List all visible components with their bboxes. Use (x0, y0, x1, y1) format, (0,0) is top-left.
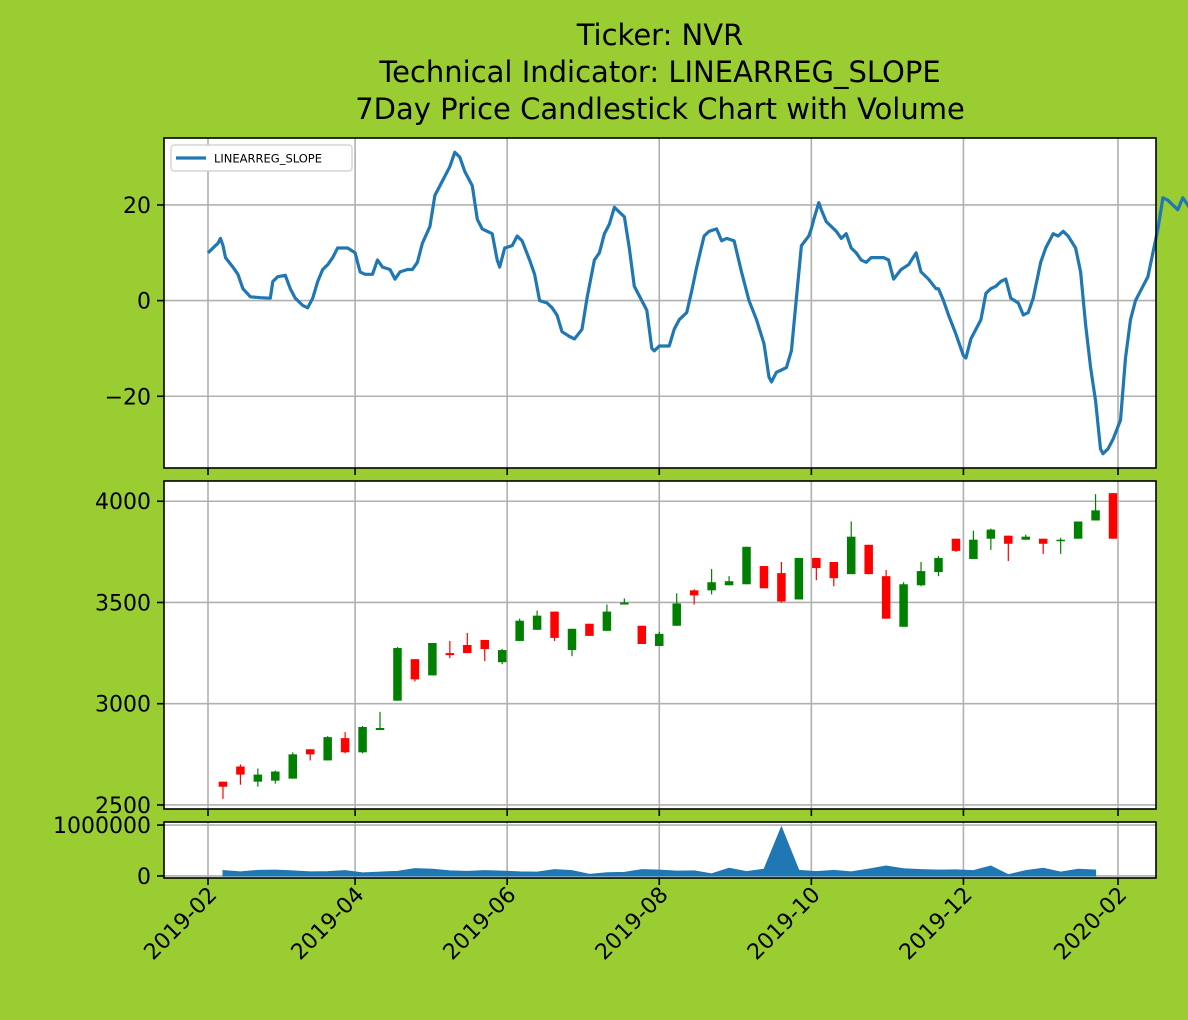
candle-4 (289, 752, 298, 778)
candle-body (376, 728, 385, 730)
candle-body (1091, 510, 1100, 520)
price-ytick-label-2: 3000 (95, 693, 151, 718)
candle-body (323, 737, 332, 760)
price-panel: 4000 3500 3000 2500 (95, 481, 1156, 819)
candle-body (603, 612, 612, 631)
candle-24 (638, 626, 647, 644)
candle-10 (393, 647, 402, 701)
candle-body (760, 566, 769, 588)
candle-body (1004, 536, 1013, 544)
indicator-panel: 20 0 −20 LINEARREG_SLOPE (105, 138, 1188, 475)
candle-body (533, 616, 542, 630)
candle-31 (760, 566, 769, 588)
candle-body (1022, 537, 1031, 540)
candle-body (934, 558, 943, 572)
candle-38 (882, 570, 891, 619)
candle-body (358, 727, 367, 752)
candle-6 (323, 736, 332, 760)
candle-body (795, 558, 804, 600)
price-ytick-label-0: 4000 (95, 490, 151, 515)
candle-17 (515, 619, 524, 641)
candle-19 (550, 612, 559, 641)
volume-ytick-label-1: 0 (137, 865, 151, 890)
candle-body (655, 634, 664, 646)
candle-8 (358, 726, 367, 753)
candle-body (306, 749, 315, 754)
candle-body (289, 754, 298, 778)
candle-body (550, 612, 559, 638)
candle-body (987, 530, 996, 539)
candle-33 (795, 558, 804, 600)
candle-body (498, 650, 507, 662)
title-line-1: Ticker: NVR (576, 18, 744, 52)
volume-panel: 1000000 0 (53, 814, 1156, 890)
candle-body (620, 602, 629, 604)
candle-21 (585, 624, 594, 636)
candle-body (899, 584, 908, 627)
candle-body (952, 539, 961, 551)
candle-body (393, 648, 402, 701)
candle-16 (498, 649, 507, 664)
candle-11 (411, 659, 420, 681)
indicator-ytick-label-1: 0 (137, 290, 151, 315)
candle-body (585, 624, 594, 636)
candle-body (271, 772, 280, 781)
candle-body (463, 645, 472, 653)
candle-body (847, 537, 856, 574)
candle-25 (655, 632, 664, 646)
legend: LINEARREG_SLOPE (171, 145, 352, 171)
candle-body (446, 653, 455, 655)
candle-body (236, 766, 245, 774)
candle-body (812, 558, 821, 568)
title-line-2: Technical Indicator: LINEARREG_SLOPE (378, 55, 940, 89)
candle-body (707, 582, 716, 590)
candle-body (254, 775, 263, 782)
candle-body (969, 540, 978, 559)
indicator-ytick-label-0: 20 (123, 194, 151, 219)
candle-body (725, 581, 734, 585)
candle-body (480, 640, 489, 649)
title-line-3: 7Day Price Candlestick Chart with Volume (355, 92, 965, 126)
candle-body (1074, 521, 1083, 538)
candle-body (672, 603, 681, 625)
candle-body (428, 643, 437, 675)
candle-body (638, 626, 647, 644)
candle-body (742, 547, 751, 584)
candle-body (864, 545, 873, 574)
candle-body (411, 659, 420, 679)
candle-body (1056, 540, 1065, 542)
candle-body (219, 782, 228, 787)
candle-body (1039, 539, 1048, 544)
indicator-ytick-label-2: −20 (105, 385, 151, 410)
candle-body (568, 629, 577, 650)
price-ytick-label-1: 3500 (95, 591, 151, 616)
candle-42 (952, 539, 961, 552)
candle-30 (742, 547, 751, 584)
candle-body (917, 571, 926, 585)
candle-body (1109, 493, 1118, 539)
candle-49 (1074, 521, 1083, 538)
volume-ytick-label-0: 1000000 (53, 814, 151, 839)
candle-body (515, 621, 524, 641)
legend-label: LINEARREG_SLOPE (214, 152, 322, 166)
candle-37 (864, 545, 873, 574)
candle-body (882, 576, 891, 619)
candle-39 (899, 582, 908, 627)
candle-body (341, 738, 350, 752)
candle-12 (428, 643, 437, 675)
candle-body (777, 573, 786, 601)
candle-51 (1109, 493, 1118, 539)
candle-body (690, 590, 699, 595)
candle-body (830, 562, 839, 578)
